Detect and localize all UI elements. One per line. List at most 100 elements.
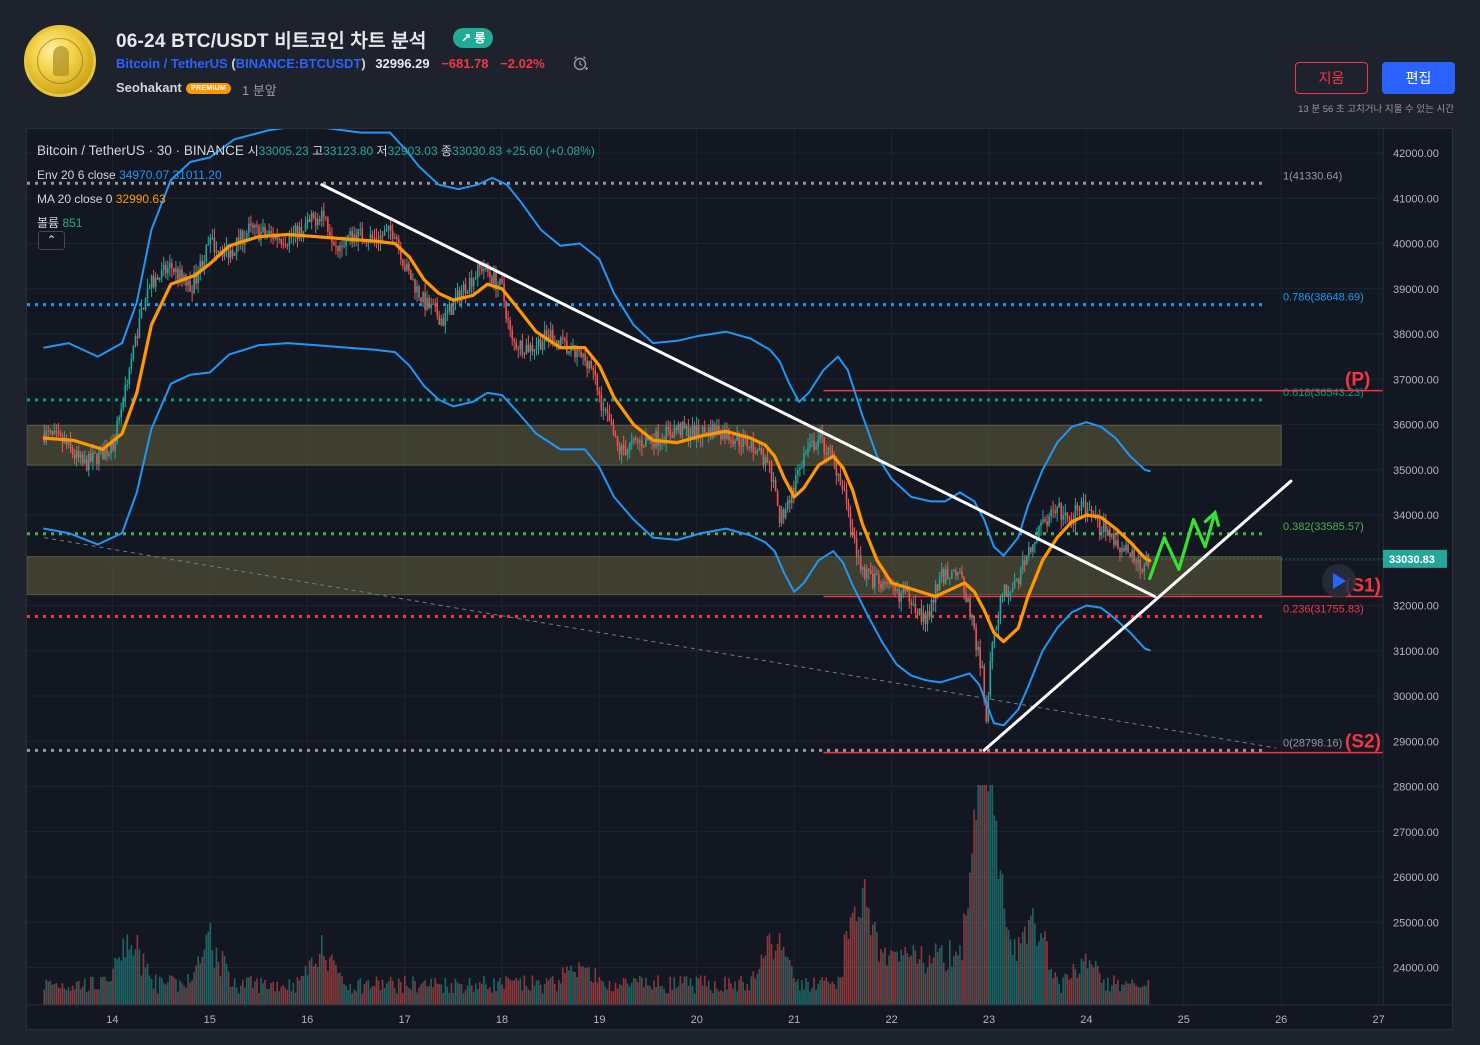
volume-bar <box>87 990 90 1005</box>
volume-bar <box>707 980 710 1005</box>
volume-bar <box>949 940 951 1005</box>
candle-body <box>345 240 347 246</box>
volume-bar <box>185 987 187 1005</box>
legend-volume-row[interactable]: 볼륨 851 <box>37 211 595 235</box>
candle-body <box>590 360 593 369</box>
volume-bar <box>468 977 471 1005</box>
legend-symbol[interactable]: Bitcoin / TetherUS <box>37 143 145 158</box>
volume-bar <box>560 983 562 1005</box>
volume-bar <box>1125 981 1127 1005</box>
candle-body <box>195 272 197 284</box>
candle-body <box>989 661 992 696</box>
volume-bar <box>169 975 171 1005</box>
symbol-link[interactable]: Bitcoin / TetherUS <box>116 56 228 71</box>
volume-bar <box>795 981 797 1005</box>
candle-body <box>1011 587 1014 593</box>
candle-body <box>167 267 169 274</box>
legend-ma-row[interactable]: MA 20 close 0 32990.63 <box>37 187 595 211</box>
edit-button[interactable]: 편집 <box>1382 62 1455 94</box>
candle-body <box>158 277 161 280</box>
candle-body <box>811 440 813 443</box>
volume-bar <box>511 980 514 1005</box>
candle-body <box>1074 505 1077 525</box>
volume-bar <box>523 975 526 1005</box>
volume-bar <box>797 979 799 1005</box>
candle-body <box>819 433 821 440</box>
candle-body <box>460 290 463 302</box>
volume-bar <box>1056 976 1058 1005</box>
volume-bar <box>1090 964 1093 1005</box>
candle-body <box>94 452 96 454</box>
volume-bar <box>683 976 686 1005</box>
candle-body <box>55 430 58 432</box>
volume-bar <box>742 981 744 1005</box>
volume-bar <box>1048 970 1050 1005</box>
volume-bar <box>957 955 959 1005</box>
volume-bar <box>659 986 661 1005</box>
volume-bar <box>977 785 979 1005</box>
candle-body <box>209 238 212 245</box>
volume-bar <box>799 990 801 1005</box>
candle-body <box>142 308 145 310</box>
volume-bar <box>493 978 495 1005</box>
candle-body <box>766 457 769 463</box>
alarm-clock-icon[interactable] <box>572 55 588 71</box>
volume-bar <box>610 991 613 1005</box>
volume-bar <box>839 977 842 1005</box>
volume-bar <box>104 977 106 1005</box>
candle-body <box>600 394 603 411</box>
volume-bar <box>357 980 360 1005</box>
candle-body <box>760 448 763 455</box>
volume-bar <box>221 951 224 1005</box>
volume-bar <box>981 785 984 1005</box>
candle-body <box>75 450 78 459</box>
candle-body <box>171 263 173 269</box>
exchange-link[interactable]: BINANCE:BTCUSDT <box>235 56 362 71</box>
candle-body <box>679 424 682 436</box>
candle-body <box>969 597 971 618</box>
candle-body <box>669 428 672 436</box>
volume-bar <box>355 991 358 1005</box>
price-zone <box>27 556 1282 596</box>
volume-bar <box>296 977 299 1005</box>
candle-body <box>114 442 116 451</box>
candle-body <box>805 452 807 454</box>
candle-body <box>1133 549 1135 562</box>
author-name[interactable]: Seohakant <box>116 80 182 95</box>
price-chart[interactable]: 1(41330.64)0.786(38648.69)0.618(36543.23… <box>27 129 1453 1030</box>
volume-bar <box>363 984 366 1005</box>
candle-body <box>758 448 761 451</box>
volume-bar <box>215 947 218 1005</box>
candle-body <box>1040 522 1042 526</box>
candle-body <box>199 260 202 274</box>
chart-pane[interactable]: 1(41330.64) 0.786(38648.69) 0.618(36543.23… <box>26 128 1453 1030</box>
price-tick-label: 38000.00 <box>1393 329 1439 341</box>
volume-bar <box>438 984 441 1005</box>
candle-body <box>997 619 1000 628</box>
volume-bar <box>576 976 578 1005</box>
candle-body <box>1003 585 1006 595</box>
legend-collapse-button[interactable]: ⌃ <box>38 231 65 250</box>
volume-bar <box>754 978 757 1005</box>
candle-body <box>357 229 360 242</box>
volume-bar <box>736 991 738 1005</box>
volume-bar <box>699 975 702 1005</box>
volume-bar <box>148 975 151 1005</box>
candle-body <box>491 276 493 284</box>
delete-button[interactable]: 지움 <box>1295 62 1368 94</box>
replay-button[interactable] <box>1322 564 1356 598</box>
time-tick-label: 16 <box>301 1014 313 1026</box>
candle-body <box>578 350 580 352</box>
volume-bar <box>841 976 844 1005</box>
candle-body <box>318 218 321 222</box>
volume-bar <box>859 918 862 1005</box>
candle-body <box>1070 519 1073 522</box>
legend-env-row[interactable]: Env 20 6 close 34970.07 31011.20 <box>37 163 595 187</box>
candle-body <box>410 270 412 280</box>
candle-body <box>406 263 408 271</box>
candle-body <box>294 225 297 233</box>
volume-bar <box>671 989 674 1005</box>
volume-bar <box>53 984 56 1005</box>
volume-bar <box>829 983 832 1005</box>
volume-bar <box>1098 973 1101 1005</box>
